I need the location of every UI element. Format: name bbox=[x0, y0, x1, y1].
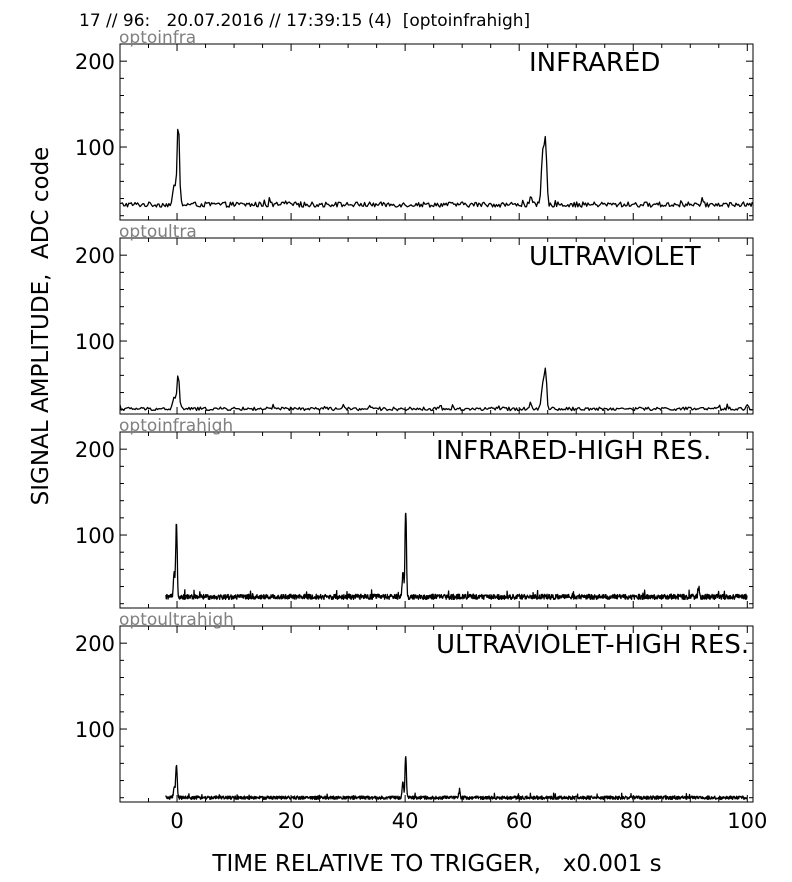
panel-name-label: optoultrahigh bbox=[119, 610, 234, 630]
y-axis-label: SIGNAL AMPLITUDE, ADC code bbox=[28, 147, 54, 506]
x-tick-label: 40 bbox=[392, 809, 419, 833]
panel-title: INFRARED-HIGH RES. bbox=[436, 436, 711, 466]
panel-title: ULTRAVIOLET-HIGH RES. bbox=[436, 630, 749, 660]
figure-header: 17 // 96: 20.07.2016 // 17:39:15 (4) [op… bbox=[79, 11, 530, 31]
x-tick-label: 100 bbox=[727, 809, 767, 833]
panel-optoinfrahigh: optoinfrahigh INFRARED-HIGH RES. 100 200 bbox=[75, 416, 754, 609]
y-tick-label: 100 bbox=[75, 524, 115, 548]
panel-name-label: optoinfra bbox=[119, 28, 196, 48]
panel-optoultrahigh: optoultrahigh ULTRAVIOLET-HIGH RES. 0 20 40 6… bbox=[75, 610, 767, 833]
x-tick-label: 0 bbox=[170, 809, 183, 833]
y-tick-label: 200 bbox=[75, 438, 115, 462]
plot-frame bbox=[119, 237, 754, 415]
panel-optoinfra: optoinfra INFRARED 100 200 bbox=[75, 28, 754, 221]
signal-trace-optoultra bbox=[119, 367, 753, 412]
chart-panels: optoinfraINFRARED100200optoultraULTRAVIO… bbox=[75, 28, 767, 833]
y-tick-label: 200 bbox=[75, 632, 115, 656]
panel-title: INFRARED bbox=[529, 48, 660, 78]
panel-title: ULTRAVIOLET bbox=[529, 242, 701, 272]
signal-trace-optoultrahigh bbox=[165, 755, 748, 801]
x-tick-label: 20 bbox=[278, 809, 305, 833]
y-tick-label: 100 bbox=[75, 330, 115, 354]
y-tick-label: 200 bbox=[75, 244, 115, 268]
plot-frame bbox=[119, 625, 754, 803]
x-axis-label: TIME RELATIVE TO TRIGGER, x0.001 s bbox=[211, 851, 661, 877]
x-tick-label: 60 bbox=[506, 809, 533, 833]
signal-trace-optoinfrahigh bbox=[164, 512, 748, 601]
panel-optoultra: optoultra ULTRAVIOLET 100 200 bbox=[75, 222, 754, 415]
panel-name-label: optoultra bbox=[119, 222, 197, 242]
signal-trace-optoinfra bbox=[119, 128, 753, 208]
plot-frame bbox=[119, 431, 754, 609]
x-tick-label: 80 bbox=[620, 809, 647, 833]
panel-name-label: optoinfrahigh bbox=[119, 416, 233, 436]
plot-frame bbox=[119, 43, 754, 221]
y-tick-label: 100 bbox=[75, 718, 115, 742]
y-tick-label: 200 bbox=[75, 50, 115, 74]
y-tick-label: 100 bbox=[75, 136, 115, 160]
